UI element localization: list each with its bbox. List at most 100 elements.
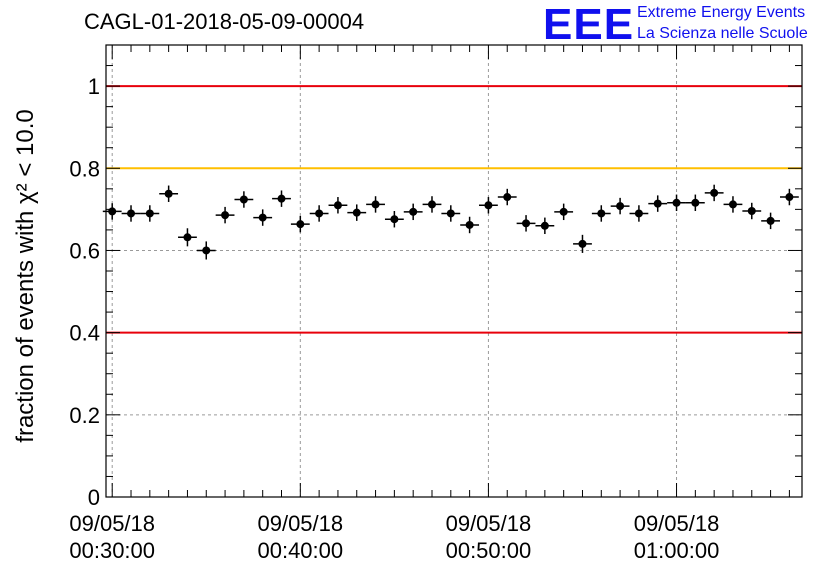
axis-ticks xyxy=(106,44,802,498)
data-marker xyxy=(202,246,211,255)
data-point xyxy=(591,205,611,222)
data-point xyxy=(610,197,630,215)
data-marker xyxy=(427,200,436,209)
y-tick-label: 0.8 xyxy=(69,156,100,181)
data-point xyxy=(516,215,536,232)
data-point xyxy=(761,212,780,230)
x-tick-label-date: 09/05/18 xyxy=(69,511,155,536)
x-tick-label-date: 09/05/18 xyxy=(446,511,532,536)
data-point xyxy=(403,203,423,221)
data-point xyxy=(384,211,404,228)
data-point xyxy=(723,196,743,213)
data-point xyxy=(685,194,705,212)
data-marker xyxy=(559,207,568,216)
data-marker xyxy=(333,201,342,210)
data-marker xyxy=(484,201,493,210)
data-marker xyxy=(108,207,117,216)
data-marker xyxy=(127,209,136,218)
grid-lines xyxy=(106,45,802,498)
data-marker xyxy=(597,209,606,218)
data-point xyxy=(215,206,235,224)
data-point xyxy=(309,205,329,222)
y-tick-label: 0 xyxy=(88,485,100,510)
y-axis-label: fraction of events with χ² < 10.0 xyxy=(12,109,39,442)
data-point xyxy=(441,205,461,222)
data-marker xyxy=(145,209,154,218)
data-marker xyxy=(634,209,643,218)
data-point xyxy=(196,241,216,260)
y-tick-label: 1 xyxy=(88,74,100,99)
data-marker xyxy=(465,220,474,229)
data-point xyxy=(667,194,686,212)
logo-line1: Extreme Energy Events xyxy=(637,4,806,21)
data-marker xyxy=(728,200,737,209)
data-marker xyxy=(446,209,455,218)
x-tick-label-time: 00:30:00 xyxy=(69,538,155,563)
data-point xyxy=(573,234,592,253)
data-marker xyxy=(371,200,380,209)
data-point xyxy=(422,196,442,213)
reference-lines xyxy=(106,85,802,334)
data-marker xyxy=(258,213,267,222)
data-point xyxy=(535,217,555,235)
data-marker xyxy=(616,202,625,211)
data-point xyxy=(234,191,254,208)
x-tick-label-time: 00:50:00 xyxy=(446,538,532,563)
x-tick-label-time: 00:40:00 xyxy=(257,538,343,563)
x-tick-label-date: 09/05/18 xyxy=(634,511,720,536)
data-points xyxy=(102,184,799,260)
x-tick-label-date: 09/05/18 xyxy=(257,511,343,536)
data-marker xyxy=(296,220,305,229)
axis-labels: 00.20.40.60.8109/05/1800:30:0009/05/1800… xyxy=(69,74,719,563)
data-point xyxy=(479,197,498,214)
data-point xyxy=(253,209,273,226)
plot-frame xyxy=(105,44,803,498)
data-marker xyxy=(672,198,681,207)
data-point xyxy=(178,228,197,247)
x-tick-label-time: 01:00:00 xyxy=(634,538,720,563)
data-marker xyxy=(277,194,286,203)
data-marker xyxy=(239,195,248,204)
data-marker xyxy=(164,189,173,198)
data-point xyxy=(159,185,179,202)
data-marker xyxy=(578,239,587,248)
data-marker xyxy=(785,193,794,202)
data-marker xyxy=(390,215,399,224)
data-point xyxy=(648,195,668,212)
data-point xyxy=(328,197,348,214)
logo-letters: EEE xyxy=(543,0,635,49)
data-point xyxy=(704,184,724,202)
y-tick-label: 0.6 xyxy=(69,238,100,263)
data-point xyxy=(121,205,141,222)
chart-title: CAGL-01-2018-05-09-00004 xyxy=(84,9,365,34)
data-marker xyxy=(691,198,700,207)
data-marker xyxy=(352,208,361,217)
data-marker xyxy=(747,207,756,216)
data-point xyxy=(290,215,310,233)
data-point xyxy=(140,205,160,222)
data-point xyxy=(629,205,649,222)
data-marker xyxy=(540,221,549,230)
data-point xyxy=(779,188,799,206)
eee-logo: EEE Extreme Energy Events La Scienza nel… xyxy=(543,0,833,49)
logo-line2: La Scienza nelle Scuole xyxy=(637,25,808,42)
data-point xyxy=(497,188,517,206)
data-marker xyxy=(183,233,192,242)
data-marker xyxy=(710,188,719,197)
data-point xyxy=(742,202,762,220)
data-marker xyxy=(221,211,230,220)
data-marker xyxy=(766,216,775,225)
data-point xyxy=(347,204,367,221)
data-point xyxy=(366,196,385,213)
data-point xyxy=(460,216,480,234)
data-point xyxy=(272,190,291,207)
data-marker xyxy=(522,219,531,228)
data-marker xyxy=(503,193,512,202)
data-marker xyxy=(653,199,662,208)
y-tick-label: 0.4 xyxy=(69,321,100,346)
data-point xyxy=(554,203,574,221)
y-tick-label: 0.2 xyxy=(69,403,100,428)
data-marker xyxy=(315,209,324,218)
data-marker xyxy=(409,207,418,216)
